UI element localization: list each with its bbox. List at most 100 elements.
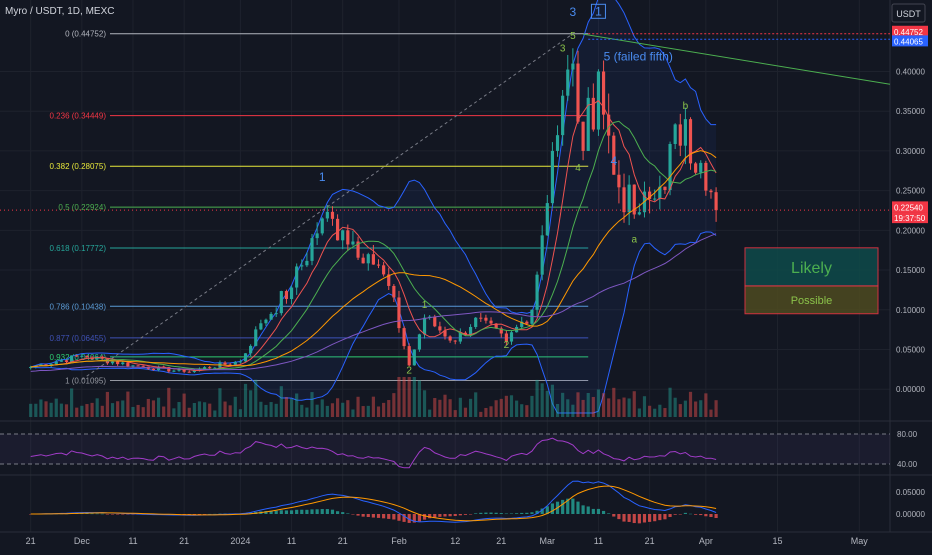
candle-body[interactable] [458, 332, 462, 342]
candle-body[interactable] [474, 317, 478, 327]
candle-body[interactable] [561, 95, 565, 136]
target-zones[interactable]: Likely Possible [744, 247, 879, 315]
candle-body[interactable] [341, 230, 345, 241]
candle-body[interactable] [254, 329, 258, 346]
candle-body[interactable] [320, 218, 324, 234]
candle-body[interactable] [714, 192, 718, 211]
candle-body[interactable] [121, 362, 125, 365]
candle-body[interactable] [269, 313, 273, 320]
candle-body[interactable] [566, 69, 570, 96]
candle-body[interactable] [688, 119, 693, 164]
wave-label[interactable]: 3 [560, 44, 566, 55]
candle-body[interactable] [356, 241, 360, 258]
drawings[interactable] [0, 33, 891, 381]
candle-body[interactable] [668, 143, 672, 191]
candle-body[interactable] [387, 274, 391, 286]
candle-body[interactable] [126, 362, 130, 367]
candle-body[interactable] [29, 366, 33, 369]
candle-body[interactable] [576, 63, 580, 122]
boxed-wave-one[interactable] [590, 3, 606, 19]
candle-body[interactable] [172, 370, 176, 372]
candle-body[interactable] [141, 365, 145, 367]
candle-body[interactable] [494, 323, 498, 329]
candle-body[interactable] [305, 260, 309, 266]
candle-body[interactable] [535, 274, 539, 310]
resistance-trendline[interactable] [583, 33, 891, 85]
candle-body[interactable] [289, 287, 294, 299]
candle-body[interactable] [70, 355, 74, 362]
candle-body[interactable] [683, 119, 687, 146]
candle-body[interactable] [627, 184, 631, 213]
candle-body[interactable] [85, 355, 89, 358]
candle-body[interactable] [44, 364, 48, 366]
candle-body[interactable] [407, 346, 411, 366]
candle-body[interactable] [601, 71, 606, 115]
wave-label[interactable]: 5 [570, 31, 576, 42]
wave-label[interactable]: 1 [422, 300, 428, 311]
candle-body[interactable] [448, 336, 452, 341]
candle-body[interactable] [586, 97, 590, 151]
candle-body[interactable] [238, 361, 242, 363]
candle-body[interactable] [361, 257, 365, 264]
candle-body[interactable] [484, 317, 488, 321]
candle-body[interactable] [581, 121, 585, 151]
candle-body[interactable] [208, 367, 212, 369]
candle-body[interactable] [167, 367, 171, 372]
candle-body[interactable] [673, 124, 677, 144]
candle-body[interactable] [607, 114, 611, 136]
candle-body[interactable] [463, 332, 468, 335]
candle-body[interactable] [453, 340, 457, 342]
candle-body[interactable] [632, 184, 636, 215]
candle-body[interactable] [295, 266, 299, 288]
candle-body[interactable] [550, 150, 554, 204]
candle-body[interactable] [540, 235, 544, 275]
candle-body[interactable] [412, 349, 416, 366]
candle-body[interactable] [116, 361, 120, 365]
wave-label[interactable]: 4 [610, 154, 617, 168]
candle-body[interactable] [151, 368, 156, 371]
candle-body[interactable] [489, 320, 493, 324]
candle-body[interactable] [131, 365, 135, 367]
candle-body[interactable] [223, 362, 227, 365]
candle-body[interactable] [382, 265, 386, 275]
candle-body[interactable] [520, 321, 524, 327]
candle-body[interactable] [438, 326, 442, 331]
currency-button[interactable] [891, 3, 926, 23]
candle-body[interactable] [433, 316, 437, 327]
candle-body[interactable] [658, 186, 662, 199]
candle-body[interactable] [504, 333, 508, 342]
candle-body[interactable] [468, 326, 473, 335]
candle-body[interactable] [509, 332, 514, 342]
candle-body[interactable] [330, 211, 335, 219]
candle-body[interactable] [310, 238, 314, 261]
candle-body[interactable] [203, 367, 207, 369]
candle-body[interactable] [264, 319, 268, 324]
candle-body[interactable] [648, 191, 652, 199]
candle-body[interactable] [325, 211, 329, 219]
candle-body[interactable] [637, 212, 641, 215]
candle-body[interactable] [259, 323, 263, 330]
candle-body[interactable] [525, 321, 529, 324]
candle-body[interactable] [213, 367, 217, 369]
candle-body[interactable] [443, 330, 447, 337]
candle-body[interactable] [243, 353, 248, 362]
candle-body[interactable] [699, 162, 703, 173]
candle-body[interactable] [417, 334, 422, 350]
candle-body[interactable] [694, 163, 698, 173]
wave-label[interactable]: b [683, 101, 689, 112]
candle-body[interactable] [571, 63, 575, 70]
candle-body[interactable] [617, 174, 621, 188]
candle-body[interactable] [177, 369, 181, 371]
candle-body[interactable] [479, 317, 483, 319]
wave-label[interactable]: 3 [570, 5, 577, 19]
fib-retracement[interactable]: 0 (0.44752) 0.236 (0.34449) 0.382 (0.28075… [50, 30, 589, 386]
candle-body[interactable] [709, 190, 713, 193]
candle-body[interactable] [59, 360, 63, 362]
candle-body[interactable] [346, 230, 350, 245]
candle-body[interactable] [233, 362, 237, 365]
candle-body[interactable] [300, 265, 304, 267]
candle-body[interactable] [402, 328, 406, 347]
wave-label[interactable]: 4 [575, 163, 581, 174]
